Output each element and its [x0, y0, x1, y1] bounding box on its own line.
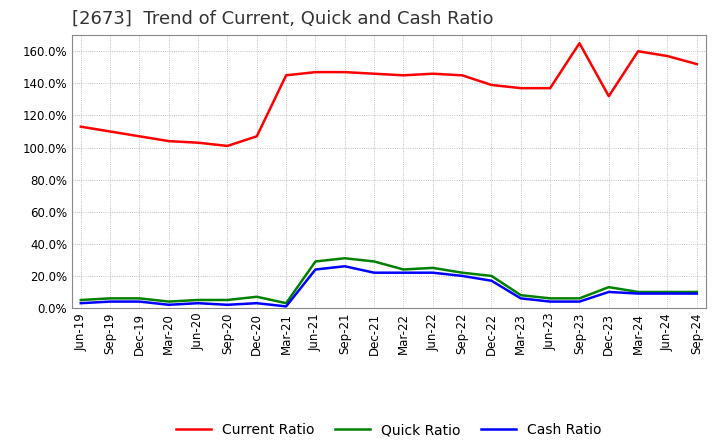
Quick Ratio	[693, 290, 701, 295]
Quick Ratio	[164, 299, 173, 304]
Cash Ratio	[194, 301, 202, 306]
Current Ratio	[605, 94, 613, 99]
Current Ratio	[253, 134, 261, 139]
Quick Ratio	[634, 290, 642, 295]
Cash Ratio	[693, 291, 701, 296]
Current Ratio	[282, 73, 290, 78]
Cash Ratio	[223, 302, 232, 308]
Cash Ratio	[135, 299, 144, 304]
Cash Ratio	[516, 296, 525, 301]
Current Ratio	[370, 71, 379, 77]
Current Ratio	[341, 70, 349, 75]
Line: Current Ratio: Current Ratio	[81, 43, 697, 146]
Quick Ratio	[341, 256, 349, 261]
Quick Ratio	[428, 265, 437, 271]
Current Ratio	[399, 73, 408, 78]
Quick Ratio	[253, 294, 261, 299]
Quick Ratio	[605, 285, 613, 290]
Cash Ratio	[663, 291, 672, 296]
Text: [2673]  Trend of Current, Quick and Cash Ratio: [2673] Trend of Current, Quick and Cash …	[72, 10, 493, 28]
Current Ratio	[663, 53, 672, 59]
Quick Ratio	[575, 296, 584, 301]
Cash Ratio	[458, 273, 467, 279]
Cash Ratio	[106, 299, 114, 304]
Cash Ratio	[311, 267, 320, 272]
Line: Quick Ratio: Quick Ratio	[81, 258, 697, 303]
Current Ratio	[223, 143, 232, 149]
Quick Ratio	[76, 297, 85, 303]
Legend: Current Ratio, Quick Ratio, Cash Ratio: Current Ratio, Quick Ratio, Cash Ratio	[171, 418, 607, 440]
Quick Ratio	[370, 259, 379, 264]
Quick Ratio	[223, 297, 232, 303]
Quick Ratio	[546, 296, 554, 301]
Quick Ratio	[663, 290, 672, 295]
Quick Ratio	[399, 267, 408, 272]
Quick Ratio	[516, 293, 525, 298]
Cash Ratio	[253, 301, 261, 306]
Current Ratio	[458, 73, 467, 78]
Current Ratio	[487, 82, 496, 88]
Current Ratio	[693, 62, 701, 67]
Cash Ratio	[546, 299, 554, 304]
Cash Ratio	[76, 301, 85, 306]
Current Ratio	[516, 85, 525, 91]
Quick Ratio	[194, 297, 202, 303]
Cash Ratio	[370, 270, 379, 275]
Current Ratio	[164, 139, 173, 144]
Quick Ratio	[106, 296, 114, 301]
Cash Ratio	[605, 290, 613, 295]
Current Ratio	[135, 134, 144, 139]
Cash Ratio	[487, 278, 496, 283]
Cash Ratio	[282, 304, 290, 309]
Cash Ratio	[428, 270, 437, 275]
Cash Ratio	[575, 299, 584, 304]
Current Ratio	[106, 129, 114, 134]
Cash Ratio	[164, 302, 173, 308]
Current Ratio	[546, 85, 554, 91]
Current Ratio	[194, 140, 202, 145]
Quick Ratio	[282, 301, 290, 306]
Cash Ratio	[341, 264, 349, 269]
Quick Ratio	[135, 296, 144, 301]
Current Ratio	[76, 124, 85, 129]
Cash Ratio	[399, 270, 408, 275]
Quick Ratio	[487, 273, 496, 279]
Quick Ratio	[311, 259, 320, 264]
Current Ratio	[575, 40, 584, 46]
Current Ratio	[428, 71, 437, 77]
Quick Ratio	[458, 270, 467, 275]
Cash Ratio	[634, 291, 642, 296]
Current Ratio	[634, 48, 642, 54]
Line: Cash Ratio: Cash Ratio	[81, 266, 697, 306]
Current Ratio	[311, 70, 320, 75]
